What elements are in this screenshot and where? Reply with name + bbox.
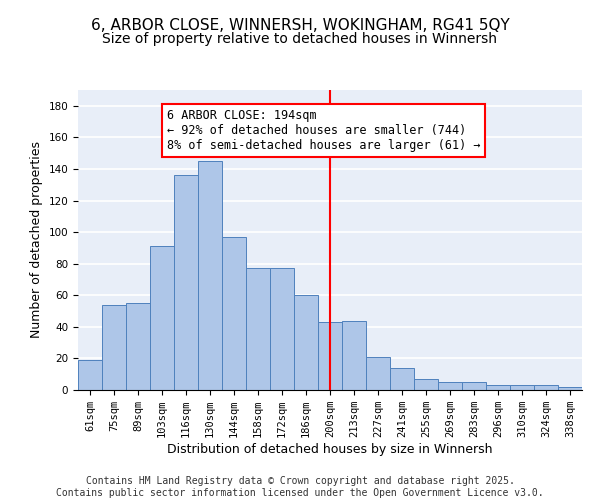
Bar bbox=[342, 320, 366, 390]
Text: Contains HM Land Registry data © Crown copyright and database right 2025.
Contai: Contains HM Land Registry data © Crown c… bbox=[56, 476, 544, 498]
Bar bbox=[174, 176, 198, 390]
Bar bbox=[462, 382, 486, 390]
Bar bbox=[390, 368, 414, 390]
Text: Size of property relative to detached houses in Winnersh: Size of property relative to detached ho… bbox=[103, 32, 497, 46]
Bar bbox=[126, 303, 150, 390]
Bar bbox=[510, 386, 534, 390]
Bar bbox=[78, 360, 102, 390]
Bar bbox=[198, 161, 222, 390]
Bar bbox=[534, 386, 558, 390]
Bar bbox=[222, 237, 246, 390]
Bar bbox=[366, 357, 390, 390]
Bar bbox=[150, 246, 174, 390]
Bar bbox=[486, 386, 510, 390]
Bar bbox=[294, 296, 318, 390]
Text: 6, ARBOR CLOSE, WINNERSH, WOKINGHAM, RG41 5QY: 6, ARBOR CLOSE, WINNERSH, WOKINGHAM, RG4… bbox=[91, 18, 509, 32]
X-axis label: Distribution of detached houses by size in Winnersh: Distribution of detached houses by size … bbox=[167, 443, 493, 456]
Bar bbox=[246, 268, 270, 390]
Bar bbox=[318, 322, 342, 390]
Bar bbox=[270, 268, 294, 390]
Y-axis label: Number of detached properties: Number of detached properties bbox=[30, 142, 43, 338]
Bar bbox=[414, 379, 438, 390]
Bar bbox=[102, 304, 126, 390]
Bar bbox=[438, 382, 462, 390]
Text: 6 ARBOR CLOSE: 194sqm
← 92% of detached houses are smaller (744)
8% of semi-deta: 6 ARBOR CLOSE: 194sqm ← 92% of detached … bbox=[167, 109, 481, 152]
Bar bbox=[558, 387, 582, 390]
